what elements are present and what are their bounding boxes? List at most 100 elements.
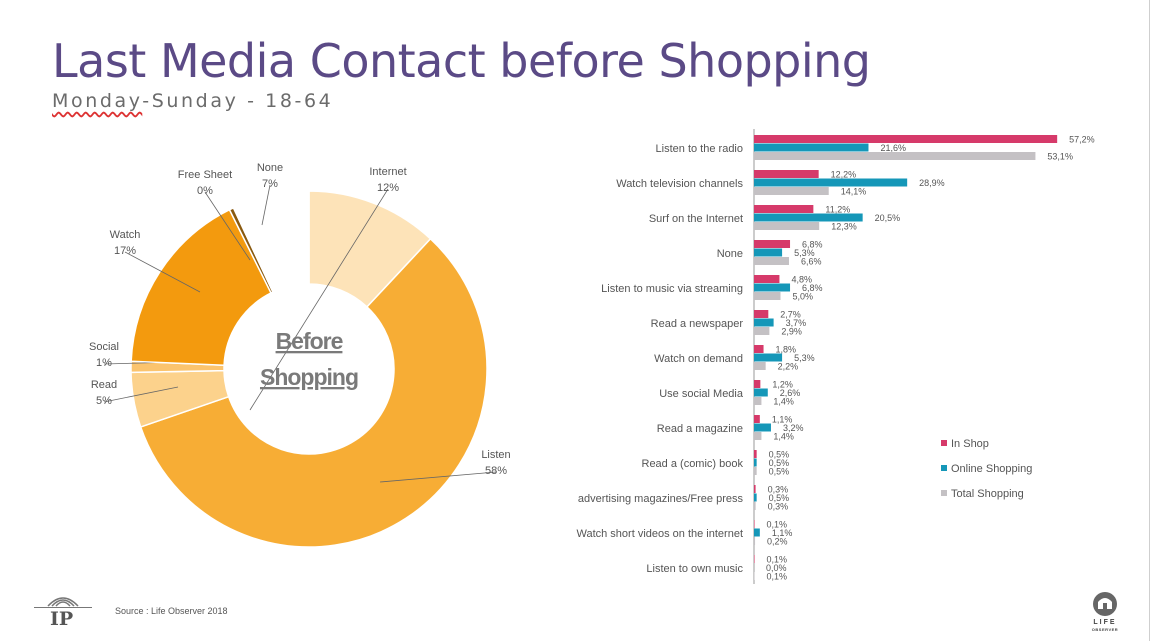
- bar-in-shop: [754, 240, 791, 248]
- leader-watch: [124, 251, 201, 293]
- category-label: Read a magazine: [657, 423, 743, 435]
- category-label: Watch television channels: [616, 178, 743, 190]
- slice-value-free-sheet: 0%: [197, 185, 213, 197]
- bar-online-shopping: [754, 248, 783, 257]
- bar-total-shopping: [754, 222, 820, 230]
- ip-logo-mark: [47, 597, 79, 607]
- bar-value-online-shopping: 5,3%: [794, 248, 815, 258]
- bar-online-shopping: [754, 458, 757, 467]
- category-label: Listen to music via streaming: [601, 283, 743, 295]
- bar-total-shopping: [754, 257, 789, 265]
- bar-online-shopping: [754, 213, 863, 222]
- bar-value-online-shopping: 3,7%: [786, 318, 807, 328]
- bar-value-online-shopping: 0,0%: [766, 563, 787, 573]
- leader-internet: [249, 188, 389, 411]
- slice-value-internet: 12%: [377, 182, 399, 194]
- bar-online-shopping: [754, 283, 791, 292]
- bar-total-shopping: [754, 362, 766, 370]
- ip-logo-text: IP: [50, 608, 74, 630]
- donut-chart: Internet 12% Listen 58% Read 5% Social 1% Watch 1…: [89, 162, 511, 548]
- subtitle-day-range: Monday: [52, 90, 143, 112]
- bar-value-total-shopping: 2,2%: [778, 362, 799, 372]
- category-label: Read a newspaper: [651, 318, 744, 330]
- legend-label-in-shop: In Shop: [951, 438, 989, 450]
- ip-logo: IP: [34, 588, 94, 632]
- life-observer-logo: LIFE OBSERVER: [1083, 590, 1127, 634]
- life-observer-text: LIFE OBSERVER: [1085, 619, 1125, 633]
- slice-value-social: 1%: [96, 357, 112, 369]
- category-label: Read a (comic) book: [642, 458, 744, 470]
- bar-total-shopping: [754, 432, 762, 440]
- leader-listen: [379, 471, 497, 483]
- bar-in-shop: [754, 450, 757, 458]
- leader-free-sheet: [204, 191, 251, 261]
- bar-value-in-shop: 12,2%: [831, 170, 857, 180]
- slice-name-internet: Internet: [369, 166, 406, 178]
- bar-value-total-shopping: 0,5%: [769, 467, 790, 477]
- slice-none: [232, 190, 310, 294]
- bar-online-shopping: [754, 493, 757, 502]
- bar-value-total-shopping: 53,1%: [1047, 152, 1073, 162]
- page-title: Last Media Contact before Shopping: [52, 34, 871, 88]
- bar-chart: Listen to the radio 57,2% 21,6% 53,1% Watch …: [576, 129, 1095, 584]
- bar-total-shopping: [754, 502, 756, 510]
- legend-label-online-shopping: Online Shopping: [951, 463, 1032, 475]
- leader-none: [261, 184, 271, 226]
- category-label: Listen to own music: [646, 563, 743, 575]
- bar-value-in-shop: 0,3%: [768, 485, 789, 495]
- slice-name-watch: Watch: [110, 229, 141, 241]
- category-label: Listen to the radio: [656, 143, 743, 155]
- bar-value-online-shopping: 5,3%: [794, 353, 815, 363]
- bar-value-total-shopping: 0,1%: [767, 572, 788, 582]
- category-label: Watch short videos on the internet: [576, 528, 743, 540]
- slice-listen: [139, 237, 488, 548]
- bar-value-total-shopping: 2,9%: [781, 327, 802, 337]
- bar-total-shopping: [754, 327, 770, 335]
- legend-swatch-online-shopping: [941, 465, 947, 471]
- bar-in-shop: [754, 415, 760, 423]
- bar-value-in-shop: 0,1%: [767, 520, 788, 530]
- bar-in-shop: [754, 135, 1058, 143]
- bar-value-total-shopping: 1,4%: [773, 397, 794, 407]
- slice-name-read: Read: [91, 379, 117, 391]
- bar-total-shopping: [754, 467, 757, 475]
- bar-in-shop: [754, 485, 756, 493]
- bar-value-in-shop: 1,8%: [776, 345, 797, 355]
- bar-value-total-shopping: 12,3%: [831, 222, 857, 232]
- bar-online-shopping: [754, 423, 771, 432]
- bar-in-shop: [754, 555, 755, 563]
- category-label: Surf on the Internet: [649, 213, 743, 225]
- bar-value-online-shopping: 0,5%: [769, 458, 790, 468]
- bar-value-total-shopping: 5,0%: [793, 292, 814, 302]
- bar-in-shop: [754, 205, 814, 213]
- center-label-line1: Before: [276, 328, 343, 354]
- slice-name-listen: Listen: [481, 449, 510, 461]
- bar-value-total-shopping: 14,1%: [841, 187, 867, 197]
- bar-value-online-shopping: 1,1%: [772, 528, 793, 538]
- bar-value-in-shop: 4,8%: [791, 275, 812, 285]
- bar-total-shopping: [754, 572, 755, 580]
- bar-value-in-shop: 2,7%: [780, 310, 801, 320]
- slice-name-social: Social: [89, 341, 119, 353]
- bar-online-shopping: [754, 388, 768, 397]
- bar-total-shopping: [754, 152, 1036, 160]
- subtitle-rest: -Sunday - 18-64: [142, 90, 334, 112]
- bar-value-online-shopping: 0,5%: [769, 493, 790, 503]
- bar-value-total-shopping: 0,2%: [767, 537, 788, 547]
- life-observer-emblem: [1093, 592, 1117, 616]
- center-label-line2: Shopping: [260, 364, 358, 390]
- slide-border: [1149, 0, 1150, 641]
- category-label: Watch on demand: [654, 353, 743, 365]
- legend-swatch-in-shop: [941, 440, 947, 446]
- bar-online-shopping: [754, 353, 783, 362]
- slice-value-watch: 17%: [114, 245, 136, 257]
- bar-value-online-shopping: 20,5%: [875, 213, 901, 223]
- category-label: Use social Media: [659, 388, 744, 400]
- bar-in-shop: [754, 520, 755, 528]
- legend-label-total-shopping: Total Shopping: [951, 488, 1024, 500]
- bar-value-online-shopping: 2,6%: [780, 388, 801, 398]
- bar-total-shopping: [754, 292, 781, 300]
- bar-total-shopping: [754, 397, 762, 405]
- bar-value-in-shop: 57,2%: [1069, 135, 1095, 145]
- lo-line2: OBSERVER: [1091, 627, 1119, 632]
